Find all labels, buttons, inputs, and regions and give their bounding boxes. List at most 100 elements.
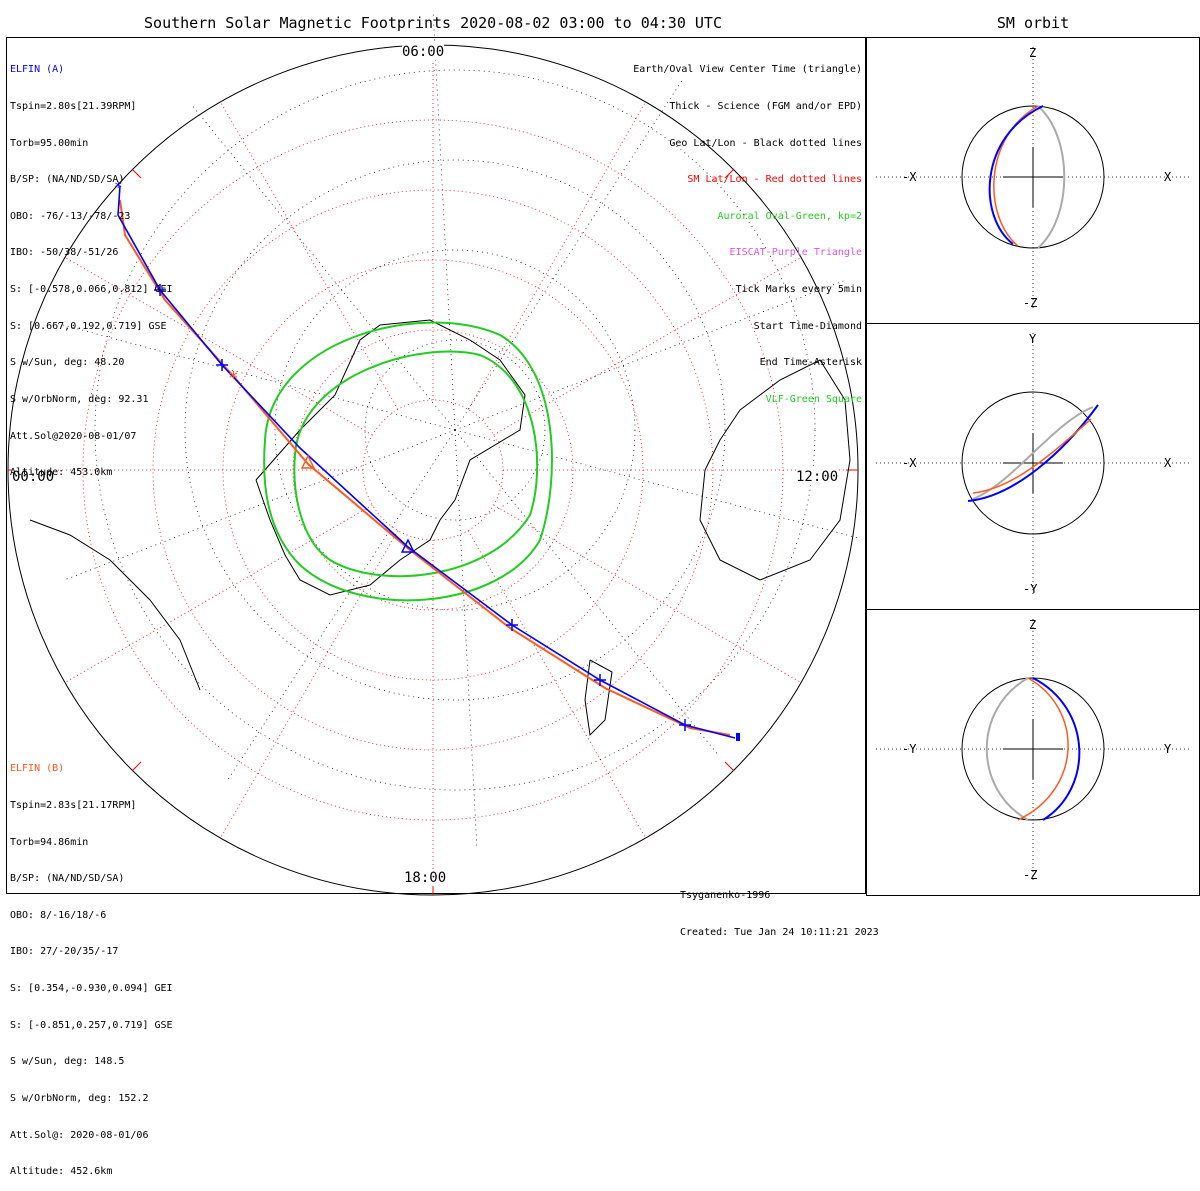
sm-orbit-title: SM orbit: [996, 14, 1070, 32]
sm-edge-tick: [132, 169, 142, 179]
legend-item: Auroral Oval-Green, kp=2: [717, 210, 863, 222]
legend-item: Earth/Oval View Center Time (triangle): [633, 64, 862, 76]
geo-lat-circle: [274, 249, 636, 611]
legend-item: Start Time-Diamond: [753, 320, 862, 332]
sm-lon-line: [220, 530, 399, 839]
coastline-australia: [699, 359, 851, 581]
sm-edge-tick: [724, 761, 734, 771]
sm-panel-label-bottom: -Y: [1023, 582, 1038, 596]
geo-lon-line: [49, 320, 456, 431]
sm-lon-line: [467, 530, 646, 839]
sm-panel-label-top: Y: [1029, 332, 1037, 346]
sm-orbit-elfin-b: [993, 105, 1039, 247]
sm-lon-line: [220, 101, 399, 410]
elfin-b-line: Torb=94.86min: [10, 836, 89, 848]
geo-lon-line: [454, 429, 861, 540]
elfin-a-line: Altitude: 453.0km: [10, 467, 113, 479]
sm-lat-circle: [292, 329, 574, 611]
geo-lat-circle: [184, 159, 726, 701]
credit-model: Tsyganenko-1996: [680, 890, 771, 902]
elfin-b-marker: *: [228, 368, 239, 389]
elfin-a-center-triangle: [400, 538, 416, 553]
geo-lon-line: [454, 429, 478, 850]
elfin-a-info: ELFIN (A) Tspin=2.80s[21.39RPM] Torb=95.…: [10, 40, 173, 492]
elfin-a-start-marker: *: [114, 180, 122, 196]
elfin-b-line: S w/Sun, deg: 148.5: [10, 1056, 125, 1068]
legend-item: Thick - Science (FGM and/or EPD): [669, 101, 862, 113]
elfin-a-line: OBO: -76/-13/-78/-23: [10, 210, 131, 222]
sm-panel-label-right: X: [1164, 170, 1172, 184]
elfin-b-name: ELFIN (B): [10, 763, 65, 775]
legend-item: End Time-Asterisk: [759, 357, 862, 369]
legend-item: EISCAT-Purple Triangle: [729, 247, 862, 259]
sm-panel-label-bottom: -Z: [1023, 296, 1037, 310]
legend-item: Geo Lat/Lon - Black dotted lines: [669, 137, 862, 149]
elfin-a-line: IBO: -50/38/-51/26: [10, 247, 119, 259]
footprint-map-frame: [6, 37, 866, 894]
elfin-b-track: [119, 199, 731, 736]
sm-panel-label-left: -X: [902, 456, 917, 470]
hour-label-right: 12:00: [796, 469, 839, 485]
geo-lon-line: [454, 279, 848, 431]
credit: Tsyganenko-1996 Created: Tue Jan 24 10:1…: [680, 866, 879, 951]
elfin-b-line: Altitude: 452.6km: [10, 1166, 113, 1178]
geo-lon-line: [454, 429, 720, 757]
legend-item: Tick Marks every 5min: [735, 284, 862, 296]
footprint-map: * * Z -Z -X X Y -Y -X X Z -Z -Y Y: [7, 10, 1190, 896]
sm-lon-line: [493, 504, 802, 683]
elfin-b-line: S w/OrbNorm, deg: 152.2: [10, 1092, 149, 1104]
hour-label-bottom: 18:00: [404, 870, 447, 886]
elfin-a-line: Torb=95.00min: [10, 137, 89, 149]
legend-item: VLF-Green Square: [765, 393, 862, 405]
sm-orbit-far-side: [1037, 105, 1066, 249]
elfin-b-line: S: [-0.851,0.257,0.719] GSE: [10, 1019, 173, 1031]
elfin-a-name: ELFIN (A): [10, 64, 65, 76]
elfin-a-line: S: [0.667,0.192,0.719] GSE: [10, 320, 167, 332]
sm-panel-label-top: Z: [1029, 618, 1036, 632]
sm-panel-label-left: -Y: [902, 742, 917, 756]
sm-panel-label-right: Y: [1164, 742, 1172, 756]
hour-label-top: 06:00: [402, 44, 445, 60]
sm-panel-label-left: -X: [902, 170, 917, 184]
elfin-a-line: S: [-0.578,0.066,0.812] GEI: [10, 284, 173, 296]
elfin-b-line: IBO: 27/-20/35/-17: [10, 946, 119, 958]
geo-lon-line: [190, 103, 456, 431]
elfin-a-line: S w/Sun, deg: 48.20: [10, 357, 125, 369]
sm-panel-label-bottom: -Z: [1023, 868, 1037, 882]
auroral-oval-outer: [263, 321, 553, 602]
sm-orbit-far-side: [972, 406, 1094, 500]
sm-lat-circle: [152, 189, 714, 751]
elfin-b-center-triangle: [300, 454, 316, 469]
elfin-b-line: S: [0.354,-0.930,0.094] GEI: [10, 983, 173, 995]
sm-lat-circle: [362, 399, 504, 541]
sm-edge-tick: [132, 761, 142, 771]
geo-lat-circle: [94, 69, 816, 791]
elfin-b-line: B/SP: (NA/ND/SD/SA): [10, 873, 125, 885]
elfin-b-line: Att.Sol@: 2020-08-01/06: [10, 1129, 149, 1141]
elfin-b-line: Tspin=2.83s[21.17RPM]: [10, 800, 137, 812]
sm-panel-label-right: X: [1164, 456, 1172, 470]
legend: Earth/Oval View Center Time (triangle) T…: [633, 40, 862, 418]
sm-panel-label-top: Z: [1029, 46, 1036, 60]
coastline-south-america: [29, 519, 201, 691]
sm-orbit-far-side: [985, 677, 1029, 821]
elfin-a-line: Att.Sol@2020-08-01/07: [10, 430, 137, 442]
geo-lon-line: [432, 10, 456, 431]
elfin-a-line: S w/OrbNorm, deg: 92.31: [10, 393, 149, 405]
coastline-new-zealand: [584, 659, 613, 737]
sm-orbit-elfin-a: [1032, 677, 1081, 821]
sm-orbit-elfin-b: [972, 418, 1092, 494]
auroral-oval-inner: [293, 350, 539, 578]
elfin-a-end-marker: [736, 733, 740, 741]
geo-lat-circle: [364, 339, 546, 521]
chart-title: Southern Solar Magnetic Footprints 2020-…: [144, 14, 722, 32]
coastline-antarctica: [255, 319, 526, 596]
elfin-b-line: OBO: 8/-16/18/-6: [10, 909, 107, 921]
geo-lon-line: [225, 429, 456, 783]
legend-item: SM Lat/Lon - Red dotted lines: [687, 174, 862, 186]
sm-orbit-elfin-b: [1017, 677, 1069, 821]
credit-created: Created: Tue Jan 24 10:11:21 2023: [680, 927, 879, 939]
sm-orbit-elfin-a: [988, 105, 1044, 245]
geo-lon-line: [454, 77, 685, 431]
elfin-a-line: Tspin=2.80s[21.39RPM]: [10, 101, 137, 113]
